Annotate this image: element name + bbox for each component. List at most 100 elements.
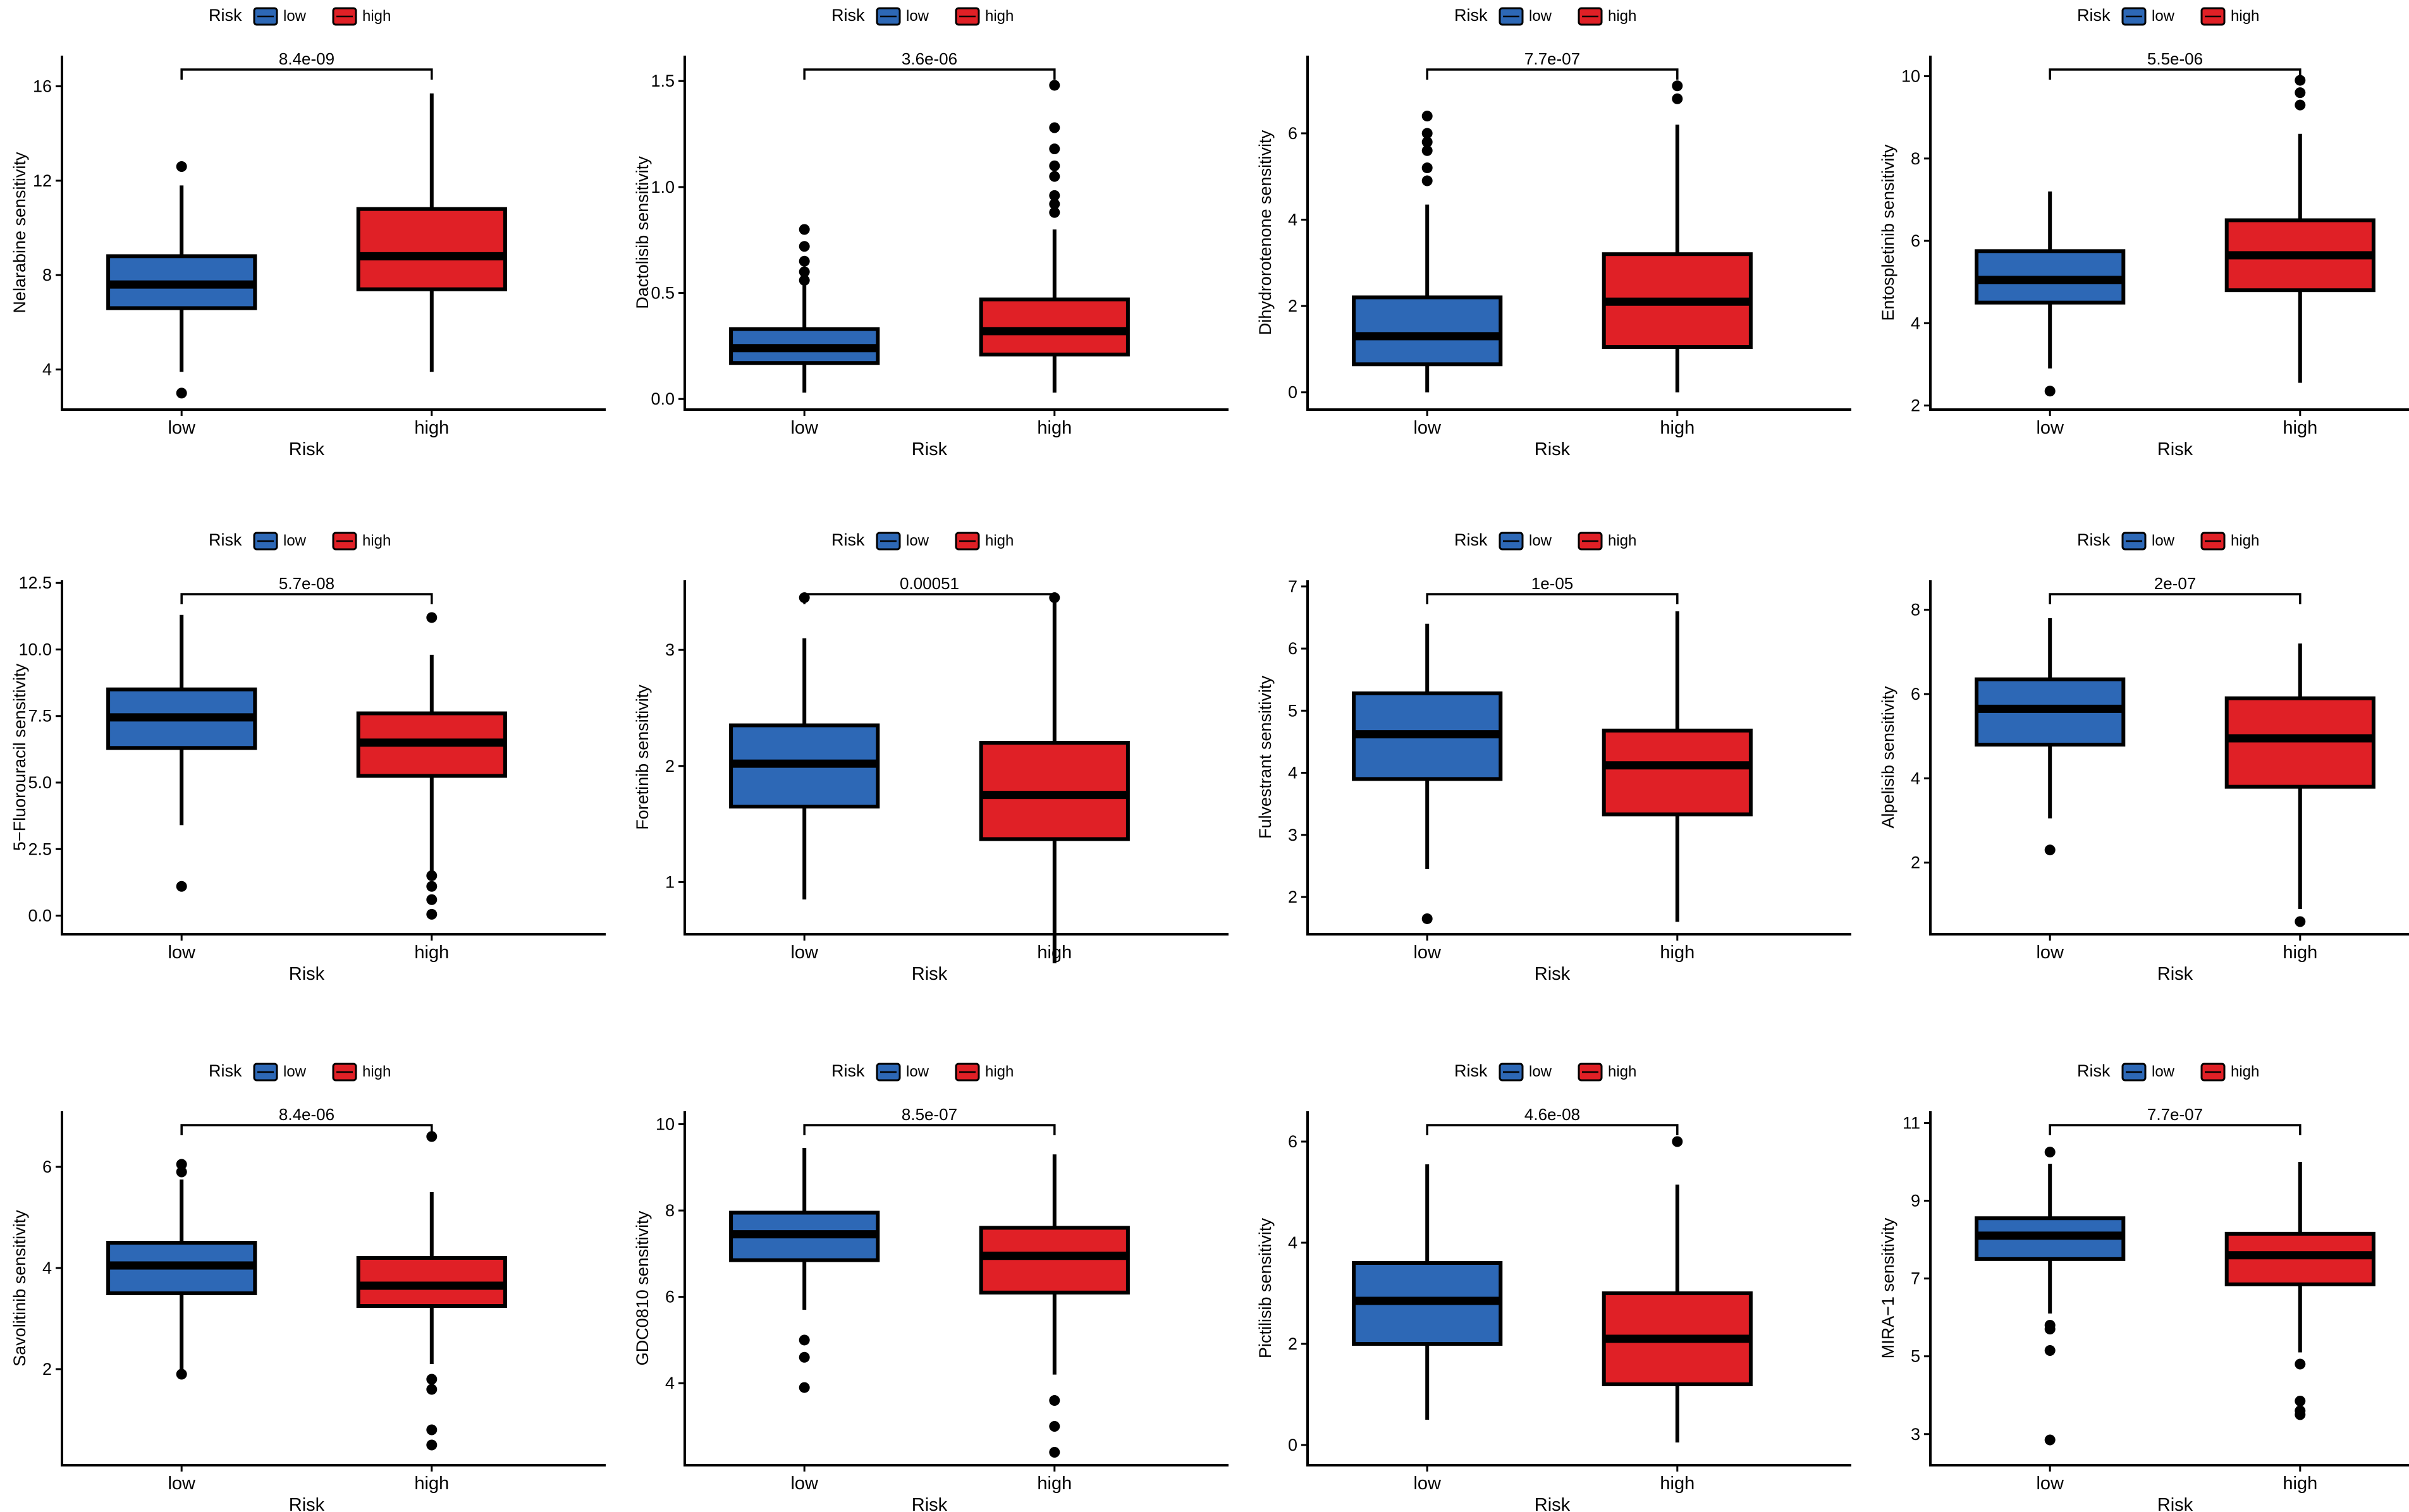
legend-label-high: high	[362, 1063, 391, 1080]
x-axis-label: Risk	[1535, 439, 1571, 460]
x-axis-label: Risk	[2157, 1495, 2193, 1512]
y-tick-label: 7	[1288, 577, 1297, 596]
legend-label-low: low	[283, 8, 307, 25]
p-value-label: 1e-05	[1531, 574, 1574, 593]
outlier-point	[1049, 80, 1060, 91]
outlier-point	[1672, 93, 1683, 104]
y-tick-label: 0.5	[651, 284, 675, 303]
significance-bracket	[180, 1124, 433, 1135]
significance-bracket	[1426, 1124, 1679, 1135]
outlier-point	[176, 881, 187, 892]
outlier-point	[1049, 171, 1060, 182]
x-axis-label: Risk	[912, 439, 948, 460]
x-tick-label-low: low	[168, 1473, 196, 1494]
chart-panel-5: Risk low high 0.0 2.5 5.0 7.5 10.0 12.5 5−Fluorou…	[10, 530, 606, 984]
outlier-point	[1049, 143, 1060, 155]
x-tick-label-low: low	[1413, 1473, 1442, 1494]
outlier-point	[799, 1382, 810, 1393]
significance-bracket	[2049, 593, 2302, 604]
y-tick-label: 1	[665, 872, 675, 891]
x-tick-label-high: high	[1660, 418, 1695, 438]
legend-label-low: low	[1529, 1063, 1552, 1080]
outlier-point	[799, 241, 810, 252]
legend: Risk low high	[1454, 530, 1636, 551]
legend-label-low: low	[906, 1063, 929, 1080]
x-axis-label: Risk	[1535, 964, 1571, 984]
outlier-point	[2295, 1358, 2306, 1370]
significance-bracket	[1426, 68, 1679, 80]
y-axis-label: Foretinib sensitivity	[633, 685, 652, 830]
legend-label-low: low	[2152, 532, 2175, 549]
outlier-point	[1049, 1395, 1060, 1406]
y-tick-label: 3	[1911, 1425, 1920, 1444]
y-tick-label: 5.0	[28, 773, 52, 792]
y-tick-label: 6	[1911, 685, 1920, 704]
outlier-point	[426, 612, 438, 623]
p-value-label: 4.6e-08	[1524, 1105, 1580, 1124]
chart-panel-9: Risk low high 2 4 6 Savolitinib sensitivity low…	[10, 1061, 606, 1512]
legend-label-low: low	[283, 532, 307, 549]
legend: Risk low high	[831, 530, 1014, 551]
legend-title: Risk	[831, 1061, 865, 1080]
legend-title: Risk	[1454, 530, 1488, 549]
legend-title: Risk	[2077, 6, 2111, 25]
box-high	[2224, 696, 2375, 789]
y-tick-label: 4	[1911, 769, 1920, 788]
y-axis-label: Dactolisib sensitivity	[633, 156, 652, 309]
chart-panel-10: Risk low high 4 6 8 10 GDC0810 sensitivity low hi…	[633, 1061, 1229, 1512]
y-axis-label: Fulvestrant sensitivity	[1256, 675, 1275, 839]
outlier-point	[2295, 1409, 2306, 1420]
outlier-point	[426, 1424, 438, 1436]
y-tick-label: 11	[1903, 1113, 1920, 1132]
x-tick-label-high: high	[2283, 942, 2317, 963]
outlier-point	[799, 255, 810, 267]
x-tick-label-high: high	[1037, 418, 1072, 438]
x-tick-label-high: high	[414, 418, 449, 438]
x-tick-label-low: low	[790, 418, 819, 438]
y-tick-label: 7.5	[28, 707, 52, 726]
y-axis-label: Alpelisib sensitivity	[1879, 686, 1897, 829]
legend-label-low: low	[283, 1063, 307, 1080]
p-value-label: 5.5e-06	[2147, 49, 2203, 68]
series-high	[2224, 643, 2375, 927]
x-tick-label-low: low	[168, 942, 196, 963]
y-tick-label: 16	[33, 77, 52, 96]
outlier-point	[799, 266, 810, 277]
chart-panel-12: Risk low high 3 5 7 9 11 MIRA−1 sensitivity low hi…	[1879, 1061, 2409, 1512]
x-axis-label: Risk	[912, 964, 948, 984]
legend-title: Risk	[2077, 530, 2111, 549]
legend: Risk low high	[2077, 6, 2259, 26]
outlier-point	[426, 894, 438, 905]
y-axis-label: MIRA−1 sensitivity	[1879, 1217, 1897, 1358]
y-axis-label: Entospletinib sensitivity	[1879, 144, 1897, 321]
box-high	[979, 1226, 1130, 1295]
series-low	[729, 1148, 880, 1393]
outlier-point	[176, 161, 187, 172]
significance-bracket	[2049, 68, 2302, 80]
outlier-point	[1049, 190, 1060, 201]
legend: Risk low high	[1454, 6, 1636, 26]
outlier-point	[2295, 916, 2306, 927]
legend-label-high: high	[2231, 1063, 2259, 1080]
y-tick-label: 6	[1288, 1132, 1297, 1151]
series-low	[1975, 191, 2126, 397]
significance-bracket	[180, 593, 433, 604]
series-low	[1352, 1164, 1503, 1420]
p-value-label: 2e-07	[2154, 574, 2197, 593]
x-tick-label-high: high	[2283, 1473, 2317, 1494]
y-axis-label: Dihydrorotenone sensitivity	[1256, 130, 1275, 335]
legend-label-low: low	[906, 532, 929, 549]
outlier-point	[1672, 1136, 1683, 1147]
y-axis-label: 5−Fluorouracil sensitivity	[10, 663, 29, 851]
legend-label-high: high	[2231, 532, 2259, 549]
y-tick-label: 2	[42, 1360, 52, 1379]
y-tick-label: 7	[1911, 1269, 1920, 1288]
x-tick-label-low: low	[790, 1473, 819, 1494]
p-value-label: 3.6e-06	[902, 49, 957, 68]
legend-title: Risk	[2077, 1061, 2111, 1080]
series-low	[1975, 618, 2126, 856]
y-tick-label: 1.0	[651, 178, 675, 197]
y-tick-label: 2	[1288, 887, 1297, 906]
y-tick-label: 6	[1288, 639, 1297, 658]
legend-label-low: low	[2152, 8, 2175, 25]
